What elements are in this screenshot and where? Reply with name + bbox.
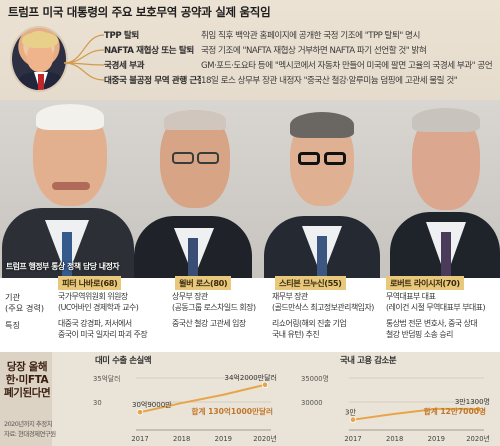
row-label-trait: 특징	[5, 320, 21, 330]
y-tick-label: 35억달러	[93, 374, 120, 383]
pledge-title: NAFTA 재협상 또는 탈퇴	[104, 45, 194, 56]
mnuchin-photo	[262, 100, 382, 278]
pledge-title: 국경세 부과	[104, 60, 145, 71]
name-tag-lighthizer: 로버트 라이시저(70)	[386, 276, 464, 290]
lighthizer-photo	[390, 100, 500, 278]
person-org: 국가무역위원회 위원장	[58, 292, 128, 301]
page-title: 트럼프 미국 대통령의 주요 보호무역 공약과 실제 움직임	[8, 5, 271, 19]
pledge-desc: GM·포드·도요타 등에 "멕시코에서 자동차 만들어 미국에 팔면 고율의 국…	[201, 60, 493, 71]
pledge-row: TPP 탈퇴 취임 직후 백악관 홈페이지에 공개한 국정 기조에 "TPP 탈…	[104, 27, 494, 42]
pledge-row: 대중국 불공정 무역 관행 근절 18일 로스 상무부 장관 내정자 "중국산 …	[104, 72, 494, 87]
pledge-desc: 국정 기조에 "NAFTA 재협상 거부하면 NAFTA 파기 선언할 것" 밝…	[201, 45, 427, 56]
person-org: 상무부 장관	[172, 292, 208, 301]
person-trait: 리쇼어링(해외 진출 기업	[272, 319, 347, 328]
person-info-ross: 상무부 장관 (공동그룹 로스차일드 회장) 중국산 철강 고관세 입장	[172, 291, 256, 329]
portraits-strip	[0, 100, 500, 278]
total-label: 합계 130억1000만달러	[191, 406, 273, 416]
data-label: 34억2000만달러	[225, 373, 277, 382]
person-trait: 철강 반덤핑 소송 승리	[386, 330, 453, 339]
people-caption: 트럼프 행정부 통상 정책 담당 내정자	[6, 262, 120, 271]
x-tick-label: 2020년	[253, 434, 277, 443]
data-point	[136, 409, 144, 416]
person-info-lighthizer: 무역대표부 대표 (레이건 시절 무역대표부 부대표) 통상법 전문 변호사, …	[386, 291, 486, 340]
pledge-row: 국경세 부과 GM·포드·도요타 등에 "멕시코에서 자동차 만들어 미국에 팔…	[104, 57, 494, 72]
source-credit: 자료: 현대경제연구원	[4, 430, 56, 438]
person-trait: 통상법 전문 변호사, 중국 상대	[386, 319, 478, 328]
pledge-row: NAFTA 재협상 또는 탈퇴 국정 기조에 "NAFTA 재협상 거부하면 N…	[104, 42, 494, 57]
x-tick-label: 2020년	[466, 434, 490, 443]
data-point	[349, 416, 357, 423]
person-trait: 국내 유턴) 추진	[272, 330, 320, 339]
series-line	[352, 407, 478, 421]
x-tick-label: 2018	[173, 435, 190, 443]
data-label: 3만1300명	[455, 397, 490, 406]
total-label: 합계 12만7000명	[424, 406, 486, 416]
connector-lines	[64, 34, 105, 81]
data-point	[261, 381, 269, 388]
trump-portrait	[10, 26, 68, 92]
pledge-list: TPP 탈퇴 취임 직후 백악관 홈페이지에 공개한 국정 기조에 "TPP 탈…	[104, 27, 494, 87]
x-tick-label: 2019	[428, 435, 445, 443]
x-tick-label: 2018	[386, 435, 403, 443]
person-org: 재무부 장관	[272, 292, 308, 301]
pledge-title: TPP 탈퇴	[104, 30, 139, 41]
ross-photo	[130, 100, 255, 278]
navarro-photo	[0, 100, 135, 278]
name-tag-navarro: 피터 나바로(68)	[58, 276, 122, 290]
y-tick-label: 35000명	[301, 374, 329, 383]
person-career: (레이건 시절 무역대표부 부대표)	[386, 303, 486, 312]
person-career: (골드만삭스 최고정보관리책임자)	[272, 303, 374, 312]
pledge-desc: 18일 로스 상무부 장관 내정자 "중국산 철강·알루미늄 덤핑에 고관세 물…	[201, 75, 458, 86]
chart-title-jobs: 국내 고용 감소분	[340, 355, 397, 365]
y-tick-label: 30000	[301, 399, 323, 407]
person-career: (공동그룹 로스차일드 회장)	[172, 303, 256, 312]
fta-label-box	[0, 352, 52, 446]
chart-title-exports: 대미 수출 손실액	[95, 355, 152, 365]
person-career: (UC어바인 경제학과 교수)	[58, 303, 139, 312]
x-tick-label: 2017	[344, 435, 361, 443]
pledge-desc: 취임 직후 백악관 홈페이지에 공개한 국정 기조에 "TPP 탈퇴" 명시	[201, 30, 420, 41]
person-org: 무역대표부 대표	[386, 292, 436, 301]
source-note: 2020년까지 추정치	[4, 420, 53, 428]
row-label-position: 기관 (주요 경력)	[5, 292, 45, 313]
person-info-navarro: 국가무역위원회 위원장 (UC어바인 경제학과 교수) 대중국 강경파, 저서에…	[58, 291, 148, 340]
x-tick-label: 2019	[215, 435, 232, 443]
data-point	[474, 405, 482, 413]
fta-section-title: 당장 올해 한·미FTA 폐기된다면	[4, 361, 51, 399]
x-tick-label: 2017	[131, 435, 148, 443]
person-trait: 대중국 강경파, 저서에서	[58, 319, 132, 328]
y-tick-label: 30	[93, 399, 102, 407]
person-trait: 중국이 미국 일자리 파괴 주장	[58, 330, 148, 339]
name-tag-mnuchin: 스티븐 므누신(55)	[275, 276, 346, 290]
data-label: 30억9000만	[132, 400, 172, 409]
name-tag-ross: 윌버 로스(80)	[175, 276, 232, 290]
person-info-mnuchin: 재무부 장관 (골드만삭스 최고정보관리책임자) 리쇼어링(해외 진출 기업 국…	[272, 291, 374, 340]
series-line	[139, 383, 266, 414]
pledge-title: 대중국 불공정 무역 관행 근절	[104, 75, 201, 86]
person-trait: 중국산 철강 고관세 입장	[172, 319, 246, 328]
data-label: 3만	[345, 408, 356, 417]
